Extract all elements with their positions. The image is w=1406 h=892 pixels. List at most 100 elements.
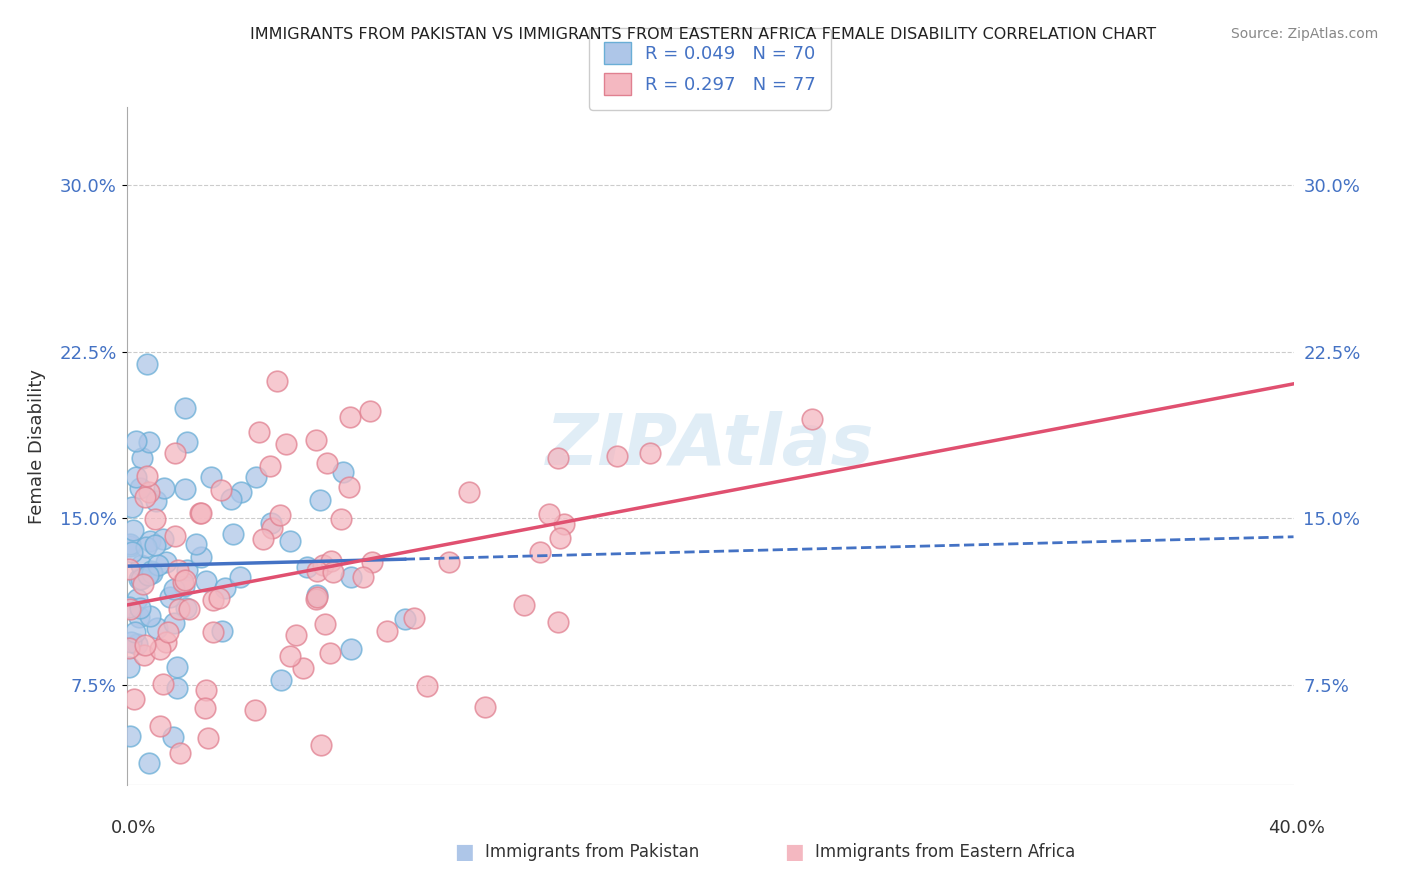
Point — [260, 516, 283, 531]
Point — [332, 465, 354, 479]
Point — [243, 704, 266, 718]
Point — [127, 637, 149, 651]
Point — [305, 591, 328, 605]
Point — [285, 628, 308, 642]
Point — [474, 699, 496, 714]
Point — [319, 646, 342, 660]
Point — [550, 532, 572, 546]
Point — [135, 357, 157, 371]
Point — [375, 624, 398, 638]
Point — [188, 506, 211, 520]
Point — [177, 602, 200, 616]
Point — [149, 642, 172, 657]
Point — [359, 404, 381, 418]
Y-axis label: Female Disability: Female Disability — [28, 368, 45, 524]
Point — [124, 692, 146, 706]
Point — [529, 545, 551, 559]
Point — [118, 602, 141, 616]
Point — [145, 621, 167, 635]
Point — [209, 483, 232, 497]
Point — [120, 539, 142, 553]
Point — [129, 558, 152, 572]
Point — [146, 558, 169, 573]
Point — [128, 601, 150, 615]
Point — [305, 433, 328, 447]
Point — [135, 469, 157, 483]
Point — [262, 521, 284, 535]
Point — [169, 746, 191, 760]
Text: Immigrants from Pakistan: Immigrants from Pakistan — [485, 843, 699, 861]
Point — [156, 625, 179, 640]
Point — [132, 576, 155, 591]
Point — [166, 681, 188, 695]
Text: ZIPAtlas: ZIPAtlas — [546, 411, 875, 481]
Point — [167, 563, 190, 577]
Point — [174, 600, 197, 615]
Point — [128, 609, 150, 624]
Point — [186, 537, 208, 551]
Point — [352, 570, 374, 584]
Point — [176, 435, 198, 450]
Point — [139, 533, 162, 548]
Point — [190, 506, 212, 520]
Point — [134, 648, 156, 663]
Point — [274, 437, 297, 451]
Point — [200, 470, 222, 484]
Point — [127, 592, 149, 607]
Point — [547, 615, 569, 629]
Point — [197, 731, 219, 745]
Text: IMMIGRANTS FROM PAKISTAN VS IMMIGRANTS FROM EASTERN AFRICA FEMALE DISABILITY COR: IMMIGRANTS FROM PAKISTAN VS IMMIGRANTS F… — [250, 27, 1156, 42]
Point — [638, 446, 661, 460]
Point — [513, 599, 536, 613]
Point — [143, 512, 166, 526]
Text: ■: ■ — [454, 842, 474, 862]
Point — [145, 494, 167, 508]
Point — [547, 451, 569, 466]
Point — [138, 484, 160, 499]
Point — [312, 558, 335, 572]
Point — [319, 554, 342, 568]
Point — [211, 624, 233, 638]
Point — [252, 533, 274, 547]
Point — [125, 434, 148, 448]
Point — [322, 565, 344, 579]
Point — [278, 533, 301, 548]
Point — [159, 590, 181, 604]
Point — [138, 434, 160, 449]
Point — [259, 459, 281, 474]
Point — [307, 588, 329, 602]
Point — [339, 409, 361, 424]
Point — [134, 490, 156, 504]
Point — [305, 591, 328, 606]
Point — [231, 485, 253, 500]
Point — [152, 533, 174, 547]
Point — [606, 449, 628, 463]
Point — [141, 566, 163, 581]
Point — [162, 730, 184, 744]
Point — [163, 616, 186, 631]
Point — [219, 491, 242, 506]
Point — [229, 570, 252, 584]
Text: 40.0%: 40.0% — [1268, 819, 1324, 837]
Point — [121, 500, 143, 514]
Point — [202, 624, 225, 639]
Point — [340, 642, 363, 657]
Point — [128, 572, 150, 586]
Point — [118, 599, 141, 614]
Point — [138, 756, 160, 770]
Point — [118, 536, 141, 550]
Point — [800, 412, 823, 426]
Point — [537, 507, 560, 521]
Point — [402, 610, 425, 624]
Point — [120, 635, 142, 649]
Point — [118, 729, 141, 743]
Point — [136, 567, 159, 582]
Point — [128, 481, 150, 495]
Point — [176, 563, 198, 577]
Point — [121, 545, 143, 559]
Point — [194, 683, 217, 698]
Point — [190, 550, 212, 565]
Point — [118, 640, 141, 655]
Text: Source: ZipAtlas.com: Source: ZipAtlas.com — [1230, 27, 1378, 41]
Point — [134, 638, 156, 652]
